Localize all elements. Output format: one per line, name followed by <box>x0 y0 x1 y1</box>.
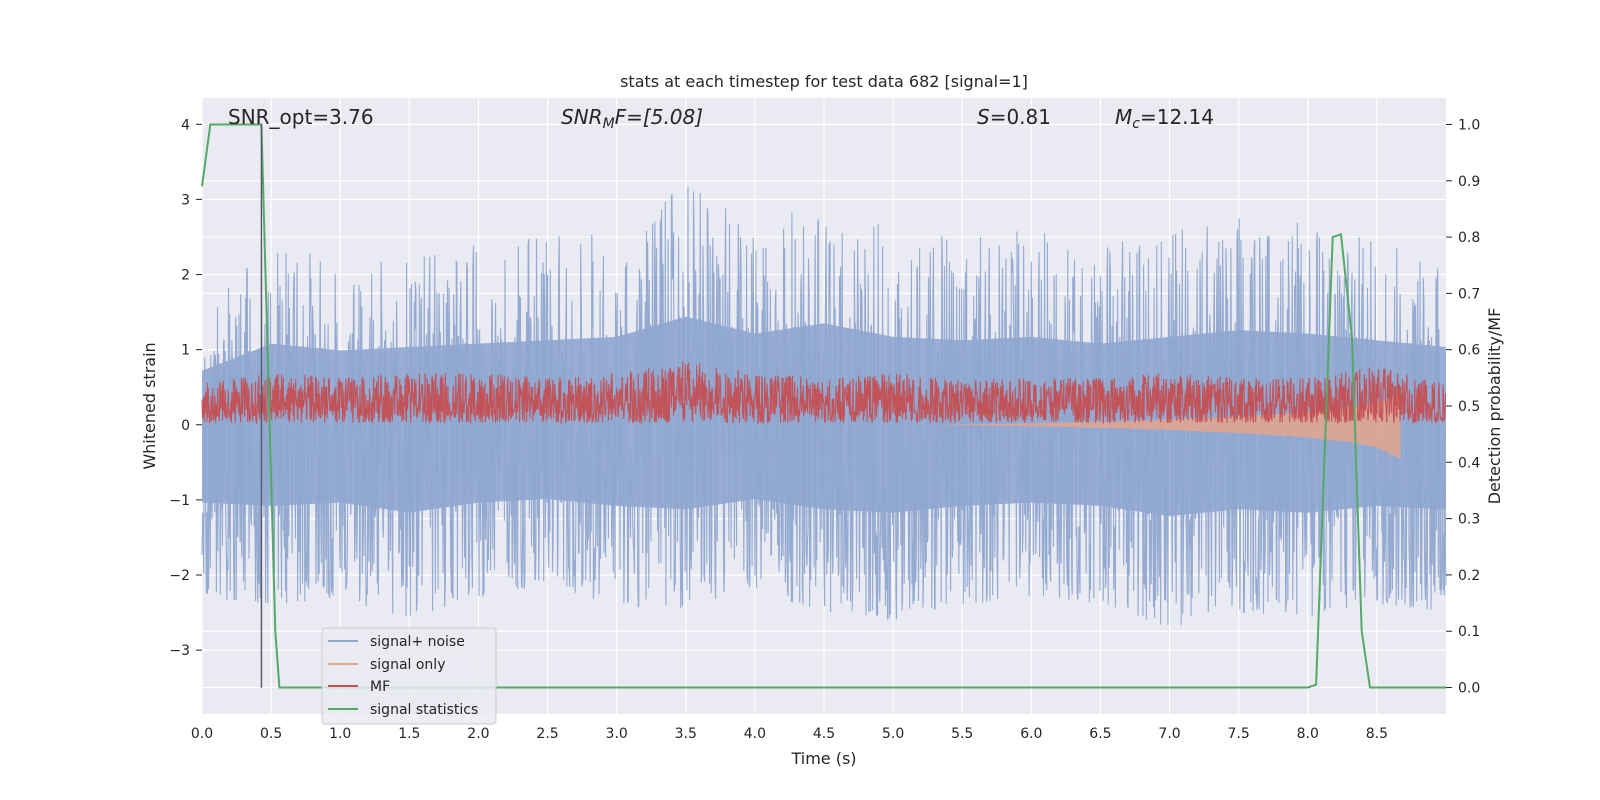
x-tick-label: 1.0 <box>329 726 351 742</box>
y2-tick-label: 0.6 <box>1458 343 1480 359</box>
x-tick-label: 1.5 <box>398 726 420 742</box>
legend: signal+ noise signal only MF signal stat… <box>321 627 497 725</box>
x-tick-label: 2.5 <box>536 726 558 742</box>
annotation-mc: Mc=12.14 <box>1115 105 1214 132</box>
series-signal-statistics <box>201 123 1446 689</box>
y2-tick-label: 0.3 <box>1458 512 1480 528</box>
series-mf <box>201 361 1447 425</box>
series-signal-noise <box>201 187 1447 626</box>
y-tick-label: −1 <box>169 493 190 509</box>
x-tick-label: 7.0 <box>1158 726 1180 742</box>
x-tick-label: 5.0 <box>882 726 904 742</box>
plot-series <box>201 123 1447 689</box>
x-axis-label: Time (s) <box>790 749 856 768</box>
legend-label-signal-only: signal only <box>370 657 445 673</box>
y2-tick-label: 0.0 <box>1458 681 1480 697</box>
annotation-snr-mf: SNRMF=[5.08] <box>561 105 703 132</box>
y-tick-label: 1 <box>181 343 190 359</box>
legend-box <box>321 627 497 725</box>
x-tick-label: 8.0 <box>1297 726 1319 742</box>
legend-label-signal-noise: signal+ noise <box>370 634 465 650</box>
x-tick-label: 6.0 <box>1020 726 1042 742</box>
y-tick-label: 4 <box>181 117 190 133</box>
x-tick-label: 3.0 <box>606 726 628 742</box>
x-ticks: 0.0 0.5 1.0 1.5 2.0 2.5 3.0 3.5 4.0 4.5 5.0 5.5 6.0 6… <box>191 726 1388 742</box>
y-tick-label: 3 <box>181 192 190 208</box>
y-tick-label: 0 <box>181 418 190 434</box>
y-axis-label: Whitened strain <box>140 342 159 469</box>
x-tick-label: 0.0 <box>191 726 213 742</box>
y-tick-label: −3 <box>169 643 190 659</box>
legend-label-mf: MF <box>370 679 390 695</box>
x-tick-label: 8.5 <box>1366 726 1388 742</box>
annotation-snr-opt: SNR_opt=3.76 <box>228 105 374 129</box>
y2-tick-label: 1.0 <box>1458 117 1480 133</box>
y2-tick-label: 0.2 <box>1458 568 1480 584</box>
legend-label-signal-statistics: signal statistics <box>370 702 478 718</box>
x-tick-label: 2.0 <box>467 726 489 742</box>
x-tick-label: 4.5 <box>813 726 835 742</box>
x-tick-label: 0.5 <box>260 726 282 742</box>
x-tick-label: 6.5 <box>1089 726 1111 742</box>
y2-tick-label: 0.7 <box>1458 286 1480 302</box>
x-tick-label: 3.5 <box>675 726 697 742</box>
x-tick-label: 5.5 <box>951 726 973 742</box>
y2-tick-label: 0.4 <box>1458 455 1480 471</box>
y-ticks: −3 −2 −1 0 1 2 3 4 <box>169 117 202 659</box>
y-tick-label: 2 <box>181 268 190 284</box>
y2-axis-label: Detection probability/MF <box>1485 308 1504 505</box>
chart-title: stats at each timestep for test data 682… <box>620 72 1028 91</box>
y-tick-label: −2 <box>169 568 190 584</box>
y2-ticks: 0.0 0.1 0.2 0.3 0.4 0.5 0.6 0.7 0.8 0.9 1.0 <box>1446 117 1480 697</box>
y2-tick-label: 0.5 <box>1458 399 1480 415</box>
series-signal-only <box>934 394 1401 459</box>
annotation-s: S=0.81 <box>977 105 1051 129</box>
x-tick-label: 4.0 <box>744 726 766 742</box>
y2-tick-label: 0.8 <box>1458 230 1480 246</box>
x-tick-label: 7.5 <box>1228 726 1250 742</box>
y2-tick-label: 0.1 <box>1458 624 1480 640</box>
y2-tick-label: 0.9 <box>1458 174 1480 190</box>
